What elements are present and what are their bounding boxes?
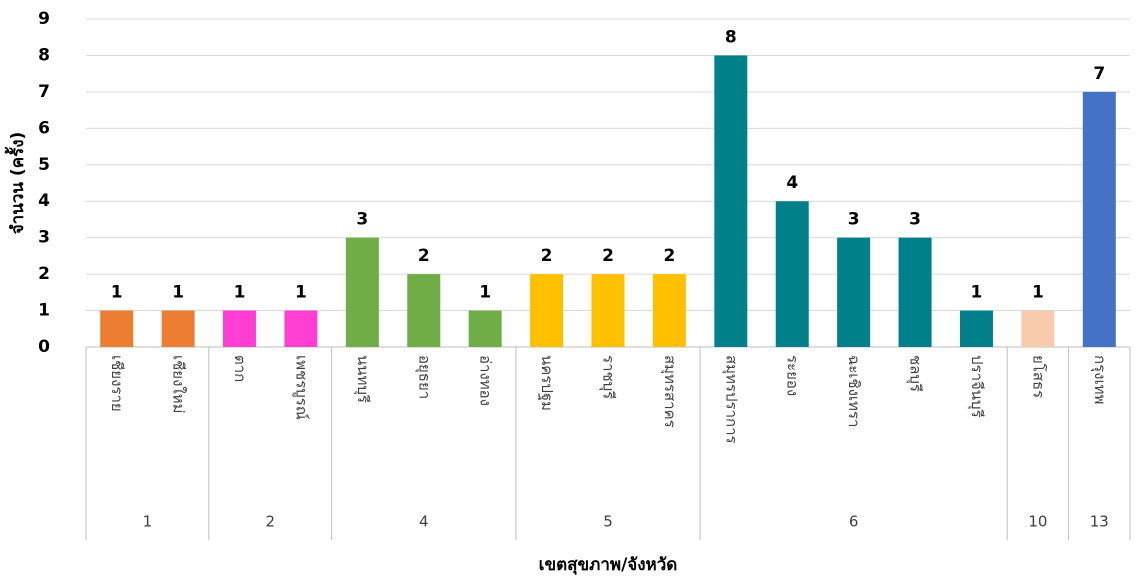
x-tick-label: ระยอง: [784, 355, 802, 396]
data-label: 3: [848, 210, 860, 230]
y-tick-label: 1: [38, 301, 50, 321]
x-tick-label: ตาก: [231, 355, 249, 382]
data-label: 1: [172, 283, 184, 303]
data-label: 2: [541, 246, 553, 266]
y-tick-label: 2: [38, 264, 50, 284]
x-tick-label: นครปฐม: [538, 355, 556, 411]
bar: [775, 201, 809, 347]
data-label: 7: [1093, 64, 1105, 84]
bar: [714, 55, 748, 347]
data-label: 2: [418, 246, 430, 266]
x-tick-label: เชียงใหม่: [170, 355, 188, 414]
data-label: 1: [234, 283, 246, 303]
bar: [1082, 91, 1116, 347]
data-label: 8: [725, 27, 737, 47]
bar: [407, 274, 441, 347]
data-label: 1: [479, 283, 491, 303]
group-label: 10: [1028, 513, 1047, 531]
y-tick-label: 3: [38, 228, 50, 248]
x-tick-label: ชลบุรี: [906, 355, 925, 392]
data-label: 1: [1032, 283, 1044, 303]
data-label: 1: [111, 283, 123, 303]
y-tick-label: 9: [38, 9, 50, 29]
bar: [837, 237, 871, 347]
x-tick-label: ฉะเชิงเทรา: [845, 355, 863, 427]
x-tick-label: สมุทรปราการ: [721, 355, 740, 444]
group-label: 6: [849, 513, 859, 531]
data-label: 3: [909, 210, 921, 230]
group-label: 4: [419, 513, 429, 531]
bar: [530, 274, 564, 347]
x-tick-label: เชียงราย: [108, 355, 126, 412]
data-label: 2: [663, 246, 675, 266]
bar: [345, 237, 379, 347]
bar: [591, 274, 625, 347]
y-tick-label: 5: [38, 155, 50, 175]
x-tick-label: นนทบุรี: [353, 355, 372, 403]
x-tick-label: กรุงเทพ: [1090, 355, 1109, 404]
group-label: 5: [603, 513, 613, 531]
group-label: 1: [143, 513, 153, 531]
data-label: 3: [356, 210, 368, 230]
group-label: 2: [265, 513, 275, 531]
y-tick-label: 7: [38, 82, 50, 102]
y-tick-label: 0: [38, 337, 50, 357]
data-label: 1: [295, 283, 307, 303]
x-axis-title: เขตสุขภาพ/จังหวัด: [539, 555, 678, 575]
data-label: 1: [971, 283, 983, 303]
bar: [161, 310, 195, 347]
y-tick-label: 8: [38, 45, 50, 65]
x-tick-label: ยโสธร: [1029, 355, 1047, 398]
x-tick-label: ปราจีนบุรี: [967, 355, 986, 418]
bar: [1021, 310, 1055, 347]
x-tick-label: สมุทรสาคร: [660, 355, 679, 428]
bar: [959, 310, 993, 347]
bar: [223, 310, 257, 347]
bar: [898, 237, 932, 347]
data-label: 4: [786, 173, 798, 193]
bar: [100, 310, 134, 347]
bar: [468, 310, 502, 347]
bar: [652, 274, 686, 347]
y-tick-label: 4: [38, 191, 50, 211]
data-label: 2: [602, 246, 614, 266]
y-tick-label: 6: [38, 118, 50, 138]
bar: [284, 310, 318, 347]
x-tick-label: อยุธยา: [414, 355, 433, 399]
y-axis-title: จำนวน (ครั้ง): [4, 132, 28, 235]
x-tick-label: อ่างทอง: [477, 355, 495, 406]
group-label: 13: [1090, 513, 1109, 531]
x-tick-label: ราชบุรี: [599, 355, 618, 399]
x-tick-label: เพชรบูรณ์: [292, 355, 310, 420]
